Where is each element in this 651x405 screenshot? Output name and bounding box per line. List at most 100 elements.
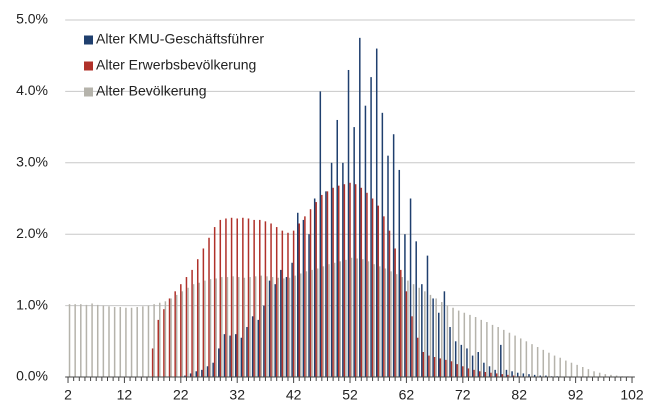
bar <box>246 327 248 377</box>
bar <box>254 276 257 377</box>
bar <box>494 369 496 377</box>
y-tick-label: 1.0% <box>16 296 48 312</box>
bar <box>394 248 396 377</box>
bar <box>297 212 299 377</box>
bar <box>180 284 182 377</box>
bar <box>302 219 305 377</box>
bar <box>462 366 464 377</box>
bar <box>219 219 222 377</box>
bar <box>243 277 246 377</box>
bar <box>85 304 88 377</box>
y-tick-label: 0.0% <box>16 368 48 384</box>
x-tick-label: 52 <box>342 387 358 403</box>
bar <box>313 198 316 377</box>
bar <box>147 305 150 377</box>
bar <box>474 317 477 377</box>
bar <box>593 371 595 377</box>
bar <box>305 271 308 377</box>
bar <box>412 284 415 377</box>
bar <box>347 69 350 377</box>
bar <box>174 291 176 377</box>
bar <box>192 284 195 377</box>
bar <box>234 334 237 377</box>
bar <box>378 266 381 377</box>
bar <box>268 280 271 377</box>
bar <box>512 375 515 377</box>
bar <box>343 184 346 377</box>
bar <box>218 348 220 377</box>
bar <box>316 268 319 377</box>
bar <box>309 209 312 377</box>
bar <box>522 373 525 377</box>
bar <box>570 362 573 377</box>
bar <box>74 304 76 377</box>
bar <box>287 232 289 377</box>
bar <box>548 352 550 377</box>
bar <box>201 369 203 377</box>
bar <box>204 280 206 377</box>
bar <box>321 194 323 377</box>
bar <box>610 374 612 377</box>
bar <box>292 230 295 377</box>
bar <box>467 368 470 377</box>
bar <box>466 348 468 377</box>
legend-swatch <box>84 35 93 45</box>
bar <box>429 294 432 377</box>
bar <box>304 216 306 377</box>
bar <box>415 241 417 377</box>
bar <box>360 187 363 377</box>
bar <box>514 335 516 377</box>
bar <box>450 361 453 377</box>
bar <box>251 316 254 377</box>
bar <box>370 77 372 378</box>
y-tick-label: 4.0% <box>16 82 48 98</box>
bar <box>519 338 522 377</box>
bar <box>208 237 210 377</box>
bar <box>230 217 233 377</box>
bar <box>497 327 499 377</box>
bar <box>187 287 189 377</box>
bar <box>433 357 436 377</box>
legend-swatch <box>84 87 93 97</box>
bar <box>274 284 276 377</box>
bar <box>463 312 466 377</box>
bar <box>507 374 509 377</box>
bar <box>367 261 370 377</box>
x-tick-label: 62 <box>399 387 415 403</box>
bar <box>373 264 375 377</box>
bar <box>445 359 447 377</box>
bar <box>175 294 178 377</box>
bar <box>469 314 471 377</box>
bar <box>259 219 261 377</box>
bar <box>96 304 99 377</box>
bar <box>195 371 197 377</box>
bar <box>587 369 590 377</box>
bar <box>247 218 250 377</box>
bar <box>270 223 272 377</box>
bar <box>456 364 458 377</box>
bar <box>426 255 429 377</box>
bar <box>565 360 567 377</box>
bar <box>291 262 293 377</box>
bar <box>383 216 385 377</box>
bar <box>457 310 460 377</box>
bar <box>102 305 105 377</box>
bar <box>353 127 355 377</box>
bar <box>168 298 171 377</box>
bar <box>337 185 340 377</box>
bar <box>354 184 357 377</box>
bar <box>80 304 82 377</box>
y-tick-label: 3.0% <box>16 154 48 170</box>
bar <box>198 282 200 377</box>
bar <box>213 227 216 377</box>
bar <box>480 319 482 377</box>
bar <box>359 37 361 377</box>
bar <box>159 302 161 377</box>
bar <box>242 217 244 377</box>
bar <box>418 287 420 377</box>
bar <box>266 276 268 377</box>
bar <box>300 273 302 377</box>
bar <box>185 277 188 377</box>
bar <box>281 230 284 377</box>
